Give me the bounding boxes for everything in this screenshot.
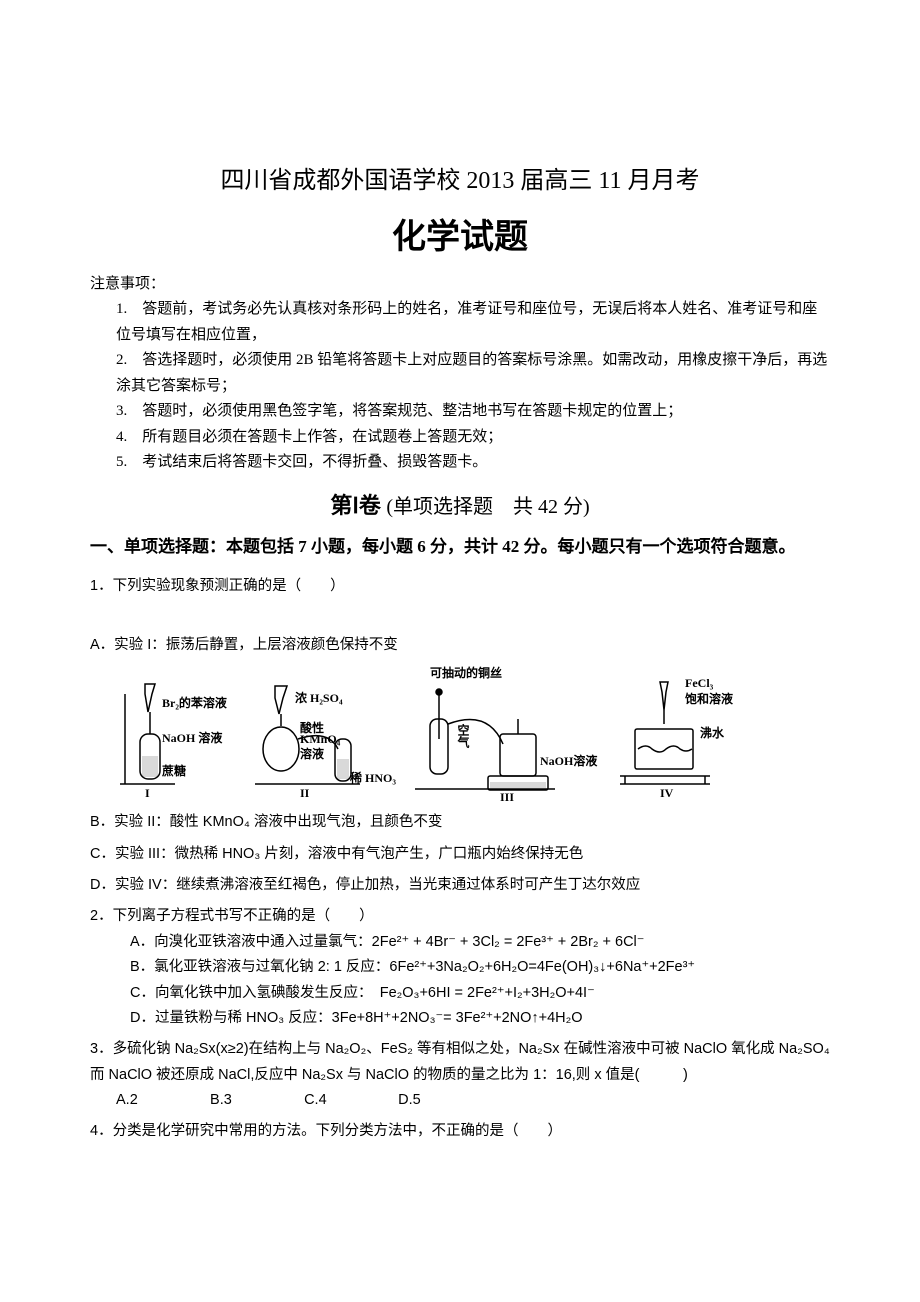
diag-label-fecl3-1: FeCl₃	[685, 676, 713, 691]
note-item: 3. 答题时，必须使用黑色签字笔，将答案规范、整洁地书写在答题卡规定的位置上；	[116, 399, 830, 425]
q2-option-c: C．向氧化铁中加入氢碘酸发生反应： Fe₂O₃+6HI = 2Fe²⁺+I₂+3…	[90, 981, 830, 1006]
question-1: 1．下列实验现象预测正确的是（ ）	[90, 574, 830, 599]
experiment-diagram: Br₂的苯溶液 NaOH 溶液 蔗糖 浓 H₂SO₄ 酸性 KMnO₄ 溶液 稀…	[100, 664, 760, 804]
q1-option-b: B．实验 II：酸性 KMnO₄ 溶液中出现气泡，且颜色不变	[90, 810, 830, 835]
section-main: 第Ⅰ卷	[330, 493, 381, 518]
diag-label-kmno4-3: 溶液	[300, 745, 324, 762]
note-item: 4. 所有题目必须在答题卡上作答，在试题卷上答题无效；	[116, 425, 830, 451]
q1-stem: 1．下列实验现象预测正确的是（ ）	[90, 574, 830, 599]
diag-label-hno3: 稀 HNO₃	[350, 769, 396, 786]
diag-label-wire: 可抽动的铜丝	[430, 664, 502, 681]
q4-stem: 4．分类是化学研究中常用的方法。下列分类方法中，不正确的是（ ）	[90, 1119, 830, 1144]
title-subject: 化学试题	[90, 209, 830, 258]
q3-option-b: B.3	[210, 1088, 300, 1113]
section-sub: (单项选择题 共 42 分)	[386, 496, 589, 518]
notes-heading: 注意事项：	[90, 272, 830, 293]
diag-roman-4: IV	[660, 786, 673, 801]
q2-option-b: B．氯化亚铁溶液与过氧化钠 2: 1 反应：6Fe²⁺+3Na₂O₂+6H₂O=…	[90, 955, 830, 980]
page: 四川省成都外国语学校 2013 届高三 11 月月考 化学试题 注意事项： 1.…	[0, 0, 920, 1302]
q1-option-c: C．实验 III：微热稀 HNO₃ 片刻，溶液中有气泡产生，广口瓶内始终保持无色	[90, 842, 830, 867]
note-item: 1. 答题前，考试务必先认真核对条形码上的姓名，准考证号和座位号，无误后将本人姓…	[116, 297, 830, 348]
diag-label-naoh: NaOH 溶液	[162, 729, 222, 746]
notes-list: 1. 答题前，考试务必先认真核对条形码上的姓名，准考证号和座位号，无误后将本人姓…	[90, 297, 830, 476]
q1-option-d: D．实验 IV：继续煮沸溶液至红褐色，停止加热，当光束通过体系时可产生丁达尔效应	[90, 873, 830, 898]
section-title: 第Ⅰ卷 (单项选择题 共 42 分)	[90, 488, 830, 520]
question-3: 3．多硫化钠 Na₂Sx(x≥2)在结构上与 Na₂O₂、FeS₂ 等有相似之处…	[90, 1037, 830, 1113]
q3-option-c: C.4	[304, 1088, 394, 1113]
q2-option-a: A．向溴化亚铁溶液中通入过量氯气：2Fe²⁺ + 4Br⁻ + 3Cl₂ = 2…	[90, 930, 830, 955]
diag-roman-3: III	[500, 790, 514, 805]
q3-stem: 3．多硫化钠 Na₂Sx(x≥2)在结构上与 Na₂O₂、FeS₂ 等有相似之处…	[90, 1037, 830, 1088]
diag-label-sucrose: 蔗糖	[162, 762, 186, 779]
diag-roman-1: I	[145, 786, 150, 801]
q2-stem: 2．下列离子方程式书写不正确的是（ ）	[90, 904, 830, 929]
q3-option-a: A.2	[116, 1088, 206, 1113]
diag-label-boil: 沸水	[700, 724, 724, 741]
q3-options: A.2 B.3 C.4 D.5	[90, 1088, 830, 1113]
diag-label-br2: Br₂的苯溶液	[162, 694, 227, 711]
diag-label-fecl3-2: 饱和溶液	[685, 690, 733, 707]
q1-option-a: A．实验 I：振荡后静置，上层溶液颜色保持不变	[90, 633, 830, 658]
diag-label-h2so4: 浓 H₂SO₄	[295, 689, 343, 706]
q3-option-d: D.5	[398, 1088, 488, 1113]
diag-roman-2: II	[300, 786, 309, 801]
note-item: 2. 答选择题时，必须使用 2B 铅笔将答题卡上对应题目的答案标号涂黑。如需改动…	[116, 348, 830, 399]
note-item: 5. 考试结束后将答题卡交回，不得折叠、损毁答题卡。	[116, 450, 830, 476]
q2-option-d: D．过量铁粉与稀 HNO₃ 反应：3Fe+8H⁺+2NO₃⁻= 3Fe²⁺+2N…	[90, 1006, 830, 1031]
title-school: 四川省成都外国语学校 2013 届高三 11 月月考	[90, 160, 830, 195]
diag-label-naoh2: NaOH溶液	[540, 752, 597, 769]
question-4: 4．分类是化学研究中常用的方法。下列分类方法中，不正确的是（ ）	[90, 1119, 830, 1144]
question-2: 2．下列离子方程式书写不正确的是（ ） A．向溴化亚铁溶液中通入过量氯气：2Fe…	[90, 904, 830, 1031]
section-intro: 一、单项选择题：本题包括 7 小题，每小题 6 分，共计 42 分。每小题只有一…	[90, 530, 830, 564]
diag-label-air: 空气	[455, 724, 472, 748]
